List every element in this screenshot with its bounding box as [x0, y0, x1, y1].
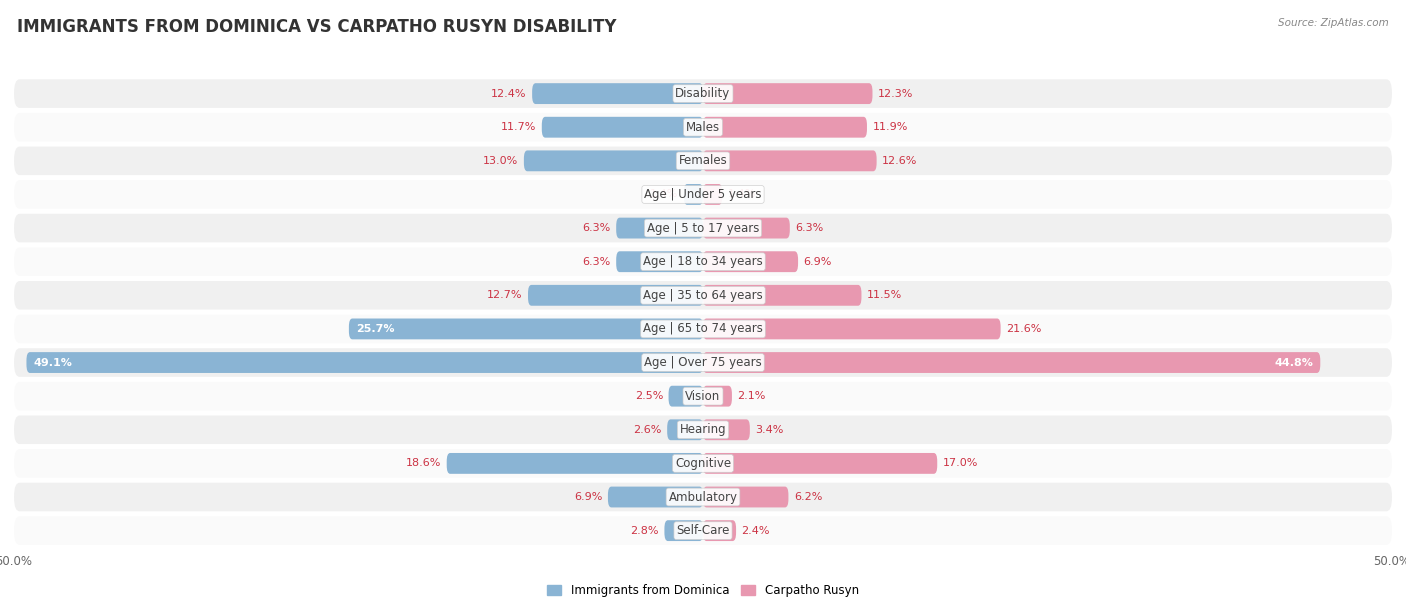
FancyBboxPatch shape — [607, 487, 703, 507]
Text: Self-Care: Self-Care — [676, 524, 730, 537]
Text: Males: Males — [686, 121, 720, 134]
Text: 6.3%: 6.3% — [796, 223, 824, 233]
Text: Hearing: Hearing — [679, 424, 727, 436]
Text: 18.6%: 18.6% — [406, 458, 441, 468]
FancyBboxPatch shape — [668, 419, 703, 440]
FancyBboxPatch shape — [531, 83, 703, 104]
FancyBboxPatch shape — [447, 453, 703, 474]
FancyBboxPatch shape — [703, 117, 868, 138]
FancyBboxPatch shape — [14, 449, 1392, 478]
Text: 2.4%: 2.4% — [741, 526, 770, 536]
Text: 13.0%: 13.0% — [484, 156, 519, 166]
Text: 6.3%: 6.3% — [582, 223, 610, 233]
Text: 3.4%: 3.4% — [755, 425, 783, 435]
Text: 1.4%: 1.4% — [728, 190, 756, 200]
FancyBboxPatch shape — [27, 352, 703, 373]
Text: 6.3%: 6.3% — [582, 256, 610, 267]
Text: 17.0%: 17.0% — [943, 458, 979, 468]
Text: 12.4%: 12.4% — [491, 89, 527, 99]
FancyBboxPatch shape — [703, 83, 873, 104]
FancyBboxPatch shape — [14, 416, 1392, 444]
Text: Age | 5 to 17 years: Age | 5 to 17 years — [647, 222, 759, 234]
Text: 6.2%: 6.2% — [794, 492, 823, 502]
Text: Disability: Disability — [675, 87, 731, 100]
FancyBboxPatch shape — [14, 80, 1392, 108]
Text: 11.7%: 11.7% — [501, 122, 536, 132]
FancyBboxPatch shape — [524, 151, 703, 171]
Text: 6.9%: 6.9% — [574, 492, 602, 502]
Text: Cognitive: Cognitive — [675, 457, 731, 470]
FancyBboxPatch shape — [703, 252, 799, 272]
FancyBboxPatch shape — [14, 315, 1392, 343]
FancyBboxPatch shape — [703, 419, 749, 440]
FancyBboxPatch shape — [683, 184, 703, 205]
Text: 44.8%: 44.8% — [1274, 357, 1313, 368]
FancyBboxPatch shape — [541, 117, 703, 138]
FancyBboxPatch shape — [14, 517, 1392, 545]
FancyBboxPatch shape — [14, 180, 1392, 209]
FancyBboxPatch shape — [703, 285, 862, 306]
Text: 6.9%: 6.9% — [804, 256, 832, 267]
FancyBboxPatch shape — [703, 386, 733, 406]
Text: 11.9%: 11.9% — [873, 122, 908, 132]
Text: 12.7%: 12.7% — [486, 290, 523, 300]
Text: 11.5%: 11.5% — [868, 290, 903, 300]
FancyBboxPatch shape — [703, 487, 789, 507]
FancyBboxPatch shape — [14, 146, 1392, 175]
Text: 12.6%: 12.6% — [882, 156, 918, 166]
FancyBboxPatch shape — [349, 318, 703, 339]
Text: 21.6%: 21.6% — [1007, 324, 1042, 334]
Text: Ambulatory: Ambulatory — [668, 490, 738, 504]
FancyBboxPatch shape — [14, 247, 1392, 276]
FancyBboxPatch shape — [703, 520, 737, 541]
Legend: Immigrants from Dominica, Carpatho Rusyn: Immigrants from Dominica, Carpatho Rusyn — [543, 580, 863, 602]
Text: 49.1%: 49.1% — [34, 357, 72, 368]
FancyBboxPatch shape — [616, 252, 703, 272]
Text: 2.1%: 2.1% — [738, 391, 766, 401]
Text: Vision: Vision — [685, 390, 721, 403]
FancyBboxPatch shape — [703, 453, 938, 474]
Text: Age | Over 75 years: Age | Over 75 years — [644, 356, 762, 369]
FancyBboxPatch shape — [703, 218, 790, 239]
FancyBboxPatch shape — [14, 113, 1392, 141]
FancyBboxPatch shape — [14, 214, 1392, 242]
FancyBboxPatch shape — [665, 520, 703, 541]
Text: Age | 65 to 74 years: Age | 65 to 74 years — [643, 323, 763, 335]
Text: IMMIGRANTS FROM DOMINICA VS CARPATHO RUSYN DISABILITY: IMMIGRANTS FROM DOMINICA VS CARPATHO RUS… — [17, 18, 616, 36]
Text: 25.7%: 25.7% — [356, 324, 394, 334]
FancyBboxPatch shape — [616, 218, 703, 239]
FancyBboxPatch shape — [14, 382, 1392, 411]
FancyBboxPatch shape — [14, 483, 1392, 511]
Text: Age | 35 to 64 years: Age | 35 to 64 years — [643, 289, 763, 302]
Text: Source: ZipAtlas.com: Source: ZipAtlas.com — [1278, 18, 1389, 28]
FancyBboxPatch shape — [703, 352, 1320, 373]
Text: Age | Under 5 years: Age | Under 5 years — [644, 188, 762, 201]
FancyBboxPatch shape — [14, 281, 1392, 310]
FancyBboxPatch shape — [14, 348, 1392, 377]
Text: 12.3%: 12.3% — [877, 89, 914, 99]
FancyBboxPatch shape — [703, 318, 1001, 339]
Text: Females: Females — [679, 154, 727, 167]
Text: 2.8%: 2.8% — [630, 526, 659, 536]
Text: 2.5%: 2.5% — [634, 391, 664, 401]
FancyBboxPatch shape — [703, 184, 723, 205]
FancyBboxPatch shape — [669, 386, 703, 406]
FancyBboxPatch shape — [703, 151, 876, 171]
Text: 1.4%: 1.4% — [650, 190, 678, 200]
FancyBboxPatch shape — [529, 285, 703, 306]
Text: Age | 18 to 34 years: Age | 18 to 34 years — [643, 255, 763, 268]
Text: 2.6%: 2.6% — [633, 425, 662, 435]
